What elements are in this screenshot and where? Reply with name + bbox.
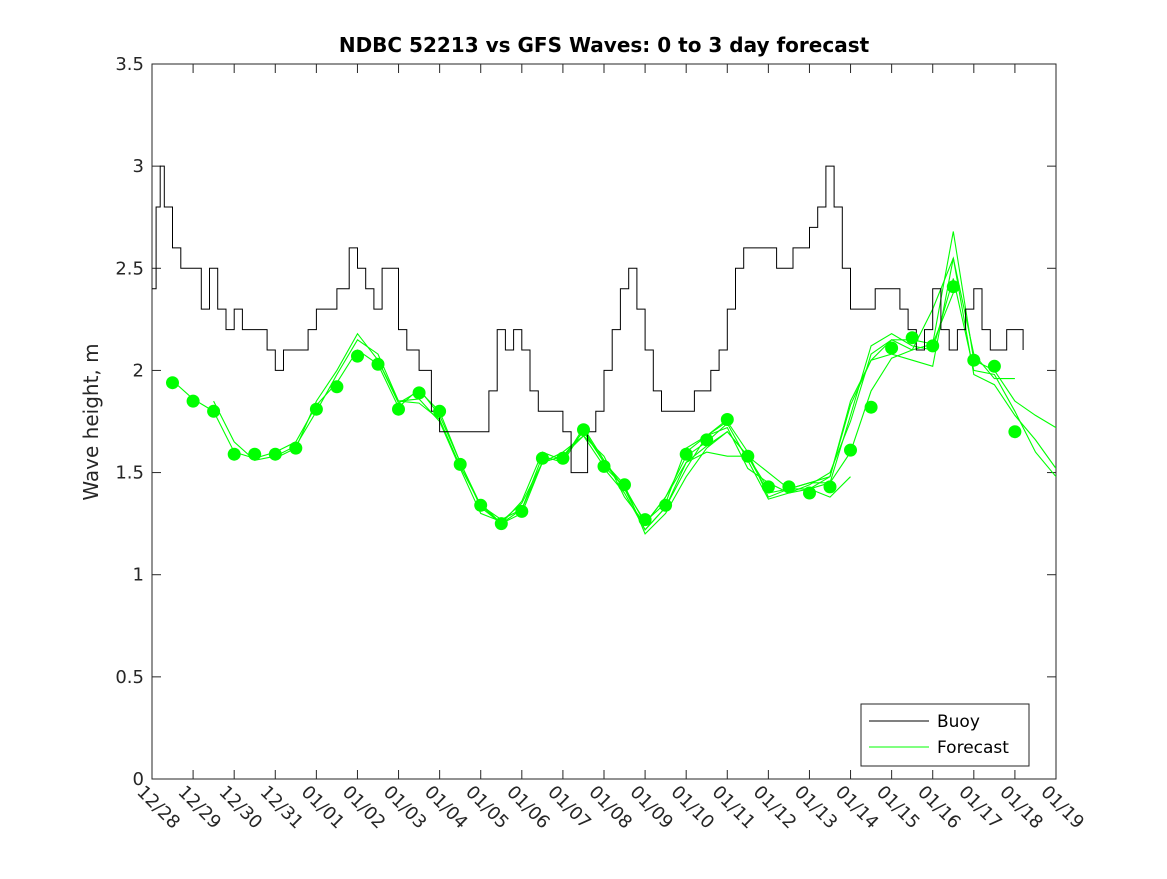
forecast-marker: [926, 339, 940, 353]
y-tick-label: 1: [133, 565, 144, 586]
forecast-marker: [741, 449, 755, 463]
forecast-marker: [885, 341, 899, 355]
forecast-marker: [577, 423, 590, 437]
forecast-marker: [351, 349, 364, 363]
forecast-marker: [905, 331, 919, 345]
forecast-marker: [844, 443, 857, 457]
forecast-marker: [268, 447, 282, 461]
legend-box: [860, 703, 1030, 767]
forecast-marker: [659, 498, 673, 512]
forecast-line: [213, 339, 769, 525]
forecast-marker: [289, 441, 303, 455]
y-tick-label: 1.5: [115, 463, 144, 484]
forecast-marker: [412, 386, 426, 400]
forecast-marker: [761, 480, 775, 494]
forecast-marker: [515, 504, 529, 518]
forecast-marker: [946, 280, 960, 294]
chart-title: NDBC 52213 vs GFS Waves: 0 to 3 day fore…: [339, 33, 870, 57]
y-tick-label: 0.5: [115, 667, 144, 688]
forecast-marker: [186, 394, 200, 408]
forecast-marker: [967, 353, 981, 367]
series-group: [152, 165, 1056, 535]
buoy-line: [152, 165, 1024, 474]
legend: Buoy Forecast: [860, 703, 1030, 767]
forecast-marker: [453, 457, 467, 471]
forecast-marker: [556, 451, 570, 465]
y-tick-label: 2.5: [115, 258, 144, 279]
forecast-marker: [1008, 425, 1022, 439]
y-tick-label: 2: [133, 360, 144, 381]
legend-label-forecast: Forecast: [937, 738, 1009, 758]
forecast-marker: [433, 404, 447, 418]
y-tick-label: 3: [133, 156, 144, 177]
forecast-marker: [638, 513, 652, 527]
forecast-marker: [474, 498, 488, 512]
forecast-marker: [371, 357, 385, 371]
axes-frame: [151, 63, 1057, 780]
forecast-marker: [720, 413, 734, 426]
forecast-marker: [597, 459, 611, 473]
forecast-marker: [535, 451, 549, 465]
forecast-marker: [309, 402, 323, 416]
forecast-marker: [248, 447, 262, 461]
forecast-marker: [864, 400, 878, 414]
y-tick-label: 0: [133, 769, 144, 790]
forecast-marker: [494, 517, 508, 531]
forecast-line: [377, 292, 954, 535]
y-tick-label: 3.5: [115, 54, 144, 75]
y-axis-label: Wave height, m: [79, 343, 103, 500]
forecast-marker: [330, 380, 344, 394]
forecast-marker: [782, 480, 796, 494]
forecast-marker: [207, 404, 221, 418]
forecast-marker: [618, 478, 631, 492]
forecast-marker: [700, 433, 714, 447]
forecast-line: [809, 257, 1056, 490]
forecast-marker: [803, 486, 816, 500]
forecast-marker: [392, 402, 405, 416]
legend-label-buoy: Buoy: [937, 712, 980, 732]
forecast-marker: [227, 447, 241, 461]
forecast-marker: [823, 480, 837, 494]
forecast-marker: [987, 359, 1001, 373]
forecast-marker: [679, 447, 693, 461]
forecast-marker: [166, 376, 179, 390]
